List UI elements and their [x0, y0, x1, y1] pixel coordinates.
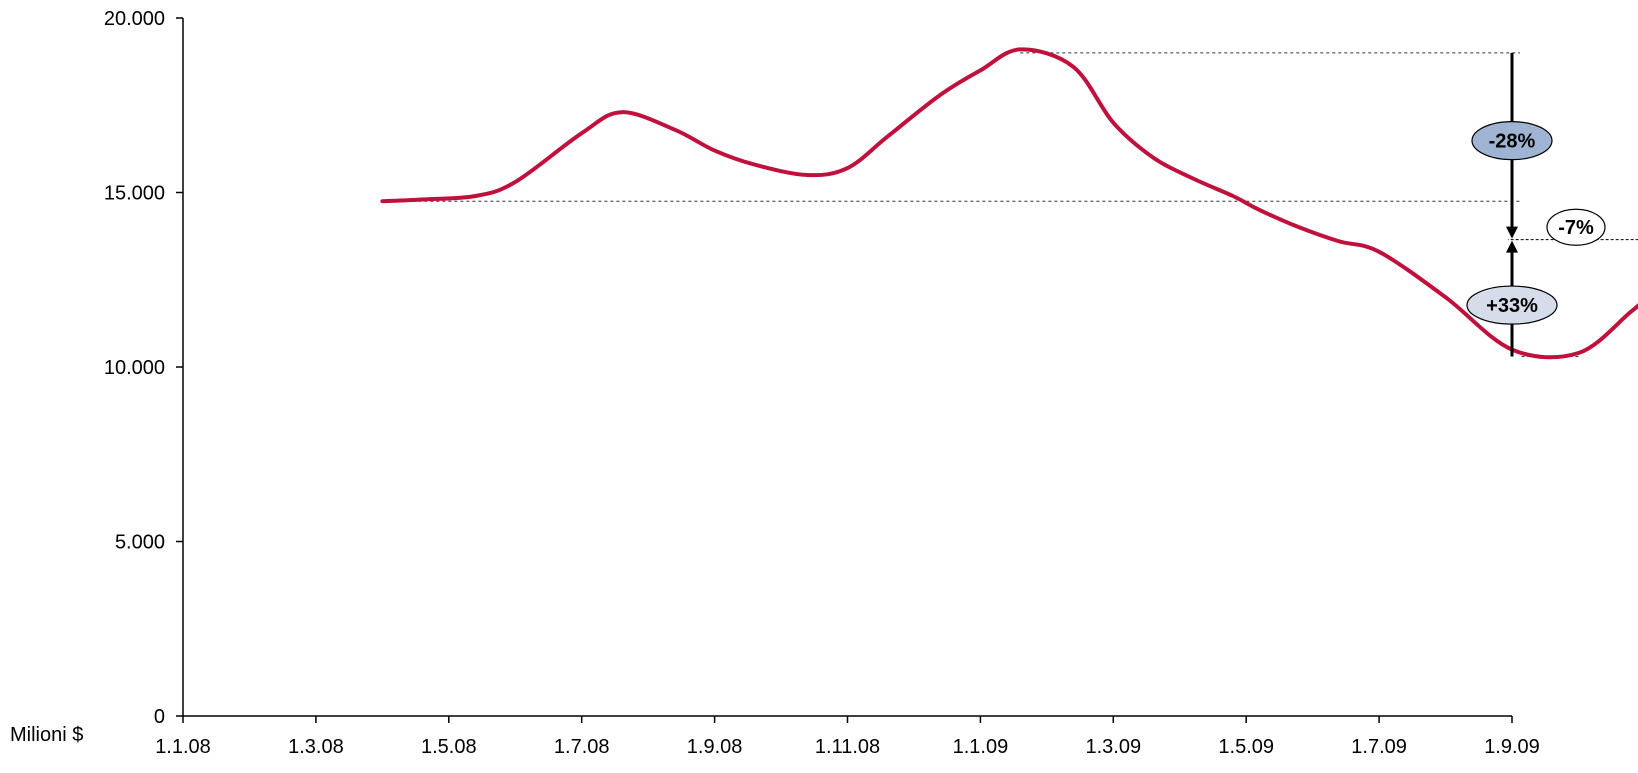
x-tick-label: 1.7.08: [554, 736, 610, 758]
annotation-badge: [1546, 208, 1606, 246]
y-axis-unit-label: Milioni $: [10, 724, 83, 746]
reference-lines: [382, 52, 1579, 358]
annotation-badge-text: +33%: [1486, 295, 1538, 317]
arrow-head-up: [1506, 240, 1518, 253]
x-tick-label: 1.5.08: [421, 736, 477, 758]
annotation-badge-text: -28%: [1489, 131, 1536, 153]
chart-axes: 0 5.000 10.000 15.000 20.000 1.1.08 1.3.08 1.5.…: [104, 8, 1540, 758]
x-tick-label: 1.1.08: [155, 736, 211, 758]
x-tick-label: 1.9.08: [687, 736, 743, 758]
x-tick-label: 1.3.08: [288, 736, 344, 758]
series-layer: Export: [380, 47, 1638, 360]
y-tick-label: 20.000: [104, 8, 165, 30]
series-line-export: [380, 47, 1638, 360]
annotation-badge: [1466, 285, 1558, 325]
x-tick-label: 1.3.09: [1085, 736, 1141, 758]
x-tick-label: 1.5.09: [1218, 736, 1274, 758]
x-tick-label: 1.9.09: [1484, 736, 1540, 758]
x-tick-label: 1.11.08: [815, 736, 880, 758]
y-tick-label: 5.000: [115, 532, 165, 554]
x-tick-label: 1.7.09: [1351, 736, 1407, 758]
annotation-badge-text: -7%: [1558, 217, 1594, 239]
y-tick-label: 15.000: [104, 183, 165, 205]
arrow-head-down: [1506, 226, 1518, 239]
annotations-layer: -28% -7% +33%: [1466, 52, 1606, 357]
y-tick-label: 10.000: [104, 357, 165, 379]
x-tick-label: 1.1.09: [953, 736, 1009, 758]
annotation-badge: [1471, 121, 1553, 161]
y-tick-label: 0: [154, 706, 165, 728]
